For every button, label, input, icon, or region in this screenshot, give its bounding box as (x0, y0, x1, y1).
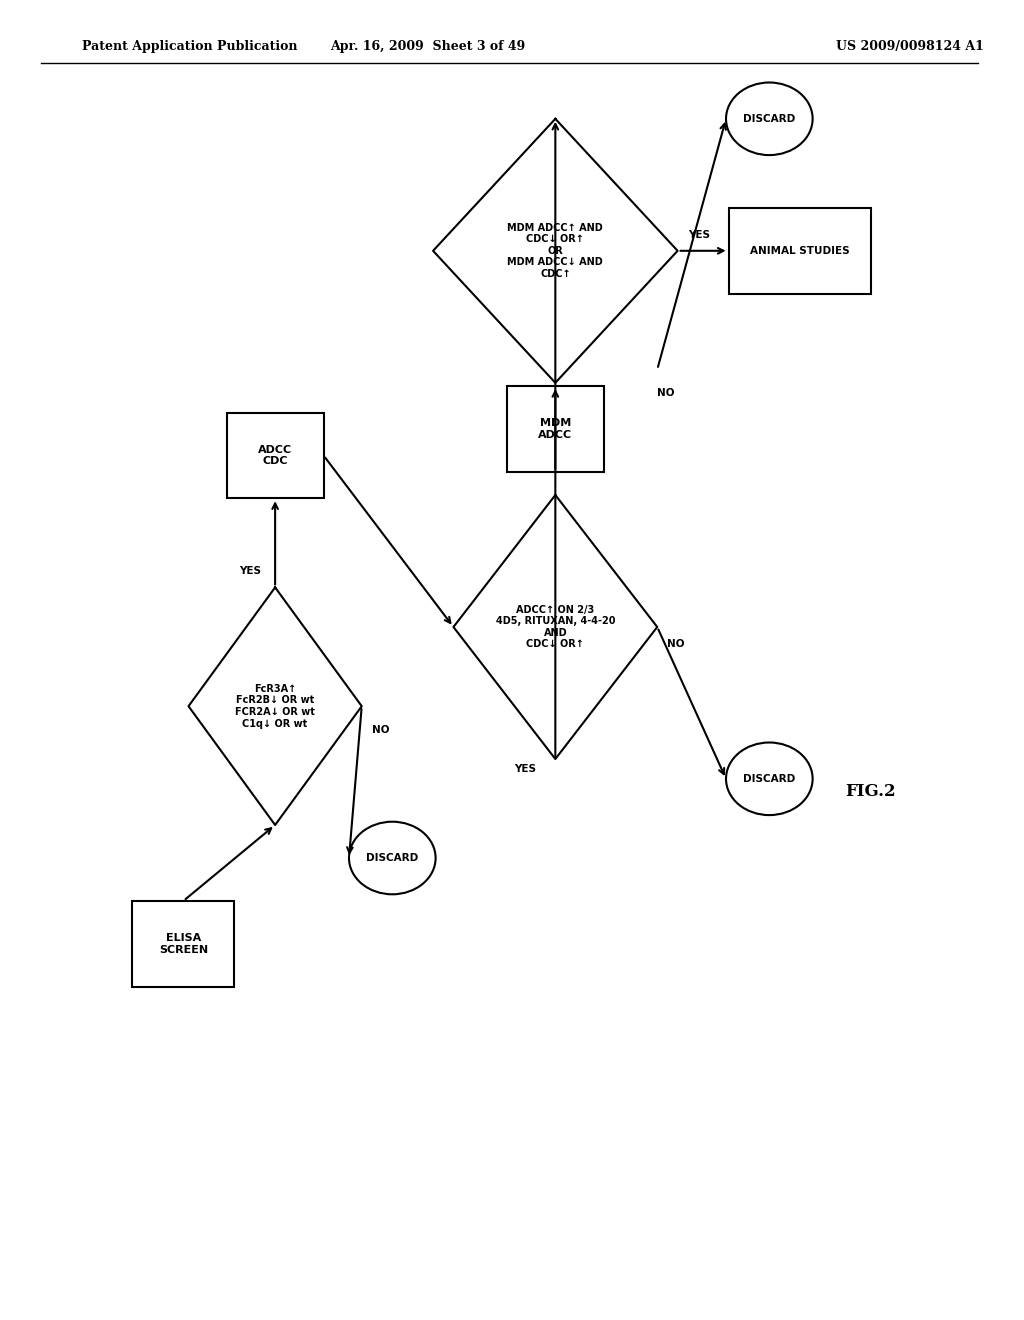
Text: NO: NO (372, 725, 389, 735)
Text: Apr. 16, 2009  Sheet 3 of 49: Apr. 16, 2009 Sheet 3 of 49 (331, 40, 525, 53)
Text: US 2009/0098124 A1: US 2009/0098124 A1 (836, 40, 983, 53)
Text: DISCARD: DISCARD (367, 853, 419, 863)
Ellipse shape (726, 743, 813, 816)
Text: YES: YES (239, 566, 261, 577)
Text: MDM ADCC↑ AND
CDC↓ OR↑
OR
MDM ADCC↓ AND
CDC↑: MDM ADCC↑ AND CDC↓ OR↑ OR MDM ADCC↓ AND … (508, 223, 603, 279)
Text: YES: YES (688, 230, 710, 240)
FancyBboxPatch shape (132, 902, 234, 987)
Text: DISCARD: DISCARD (743, 114, 796, 124)
Text: ADCC
CDC: ADCC CDC (258, 445, 292, 466)
Text: NO: NO (668, 639, 685, 649)
Text: FcR3A↑
FcR2B↓ OR wt
FCR2A↓ OR wt
C1q↓ OR wt: FcR3A↑ FcR2B↓ OR wt FCR2A↓ OR wt C1q↓ OR… (236, 684, 315, 729)
Text: ELISA
SCREEN: ELISA SCREEN (159, 933, 208, 954)
Text: YES: YES (515, 764, 537, 775)
FancyBboxPatch shape (507, 385, 604, 471)
FancyBboxPatch shape (728, 207, 871, 293)
Text: ADCC↑ ON 2/3
4D5, RITUXAN, 4-4-20
AND
CDC↓ OR↑: ADCC↑ ON 2/3 4D5, RITUXAN, 4-4-20 AND CD… (496, 605, 615, 649)
Text: NO: NO (657, 388, 675, 399)
Text: FIG.2: FIG.2 (846, 784, 896, 800)
Ellipse shape (726, 82, 813, 154)
Text: DISCARD: DISCARD (743, 774, 796, 784)
Text: ANIMAL STUDIES: ANIMAL STUDIES (751, 246, 850, 256)
Text: MDM
ADCC: MDM ADCC (539, 418, 572, 440)
Ellipse shape (349, 821, 435, 895)
Text: Patent Application Publication: Patent Application Publication (82, 40, 297, 53)
FancyBboxPatch shape (226, 412, 324, 498)
